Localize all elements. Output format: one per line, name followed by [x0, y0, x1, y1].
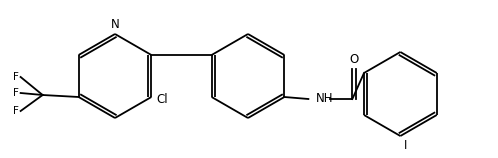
- Text: Cl: Cl: [156, 92, 168, 106]
- Text: O: O: [350, 53, 359, 66]
- Text: F: F: [13, 106, 18, 116]
- Text: NH: NH: [316, 91, 334, 104]
- Text: F: F: [13, 72, 18, 82]
- Text: I: I: [404, 139, 408, 152]
- Text: F: F: [13, 88, 18, 98]
- Text: N: N: [111, 18, 120, 31]
